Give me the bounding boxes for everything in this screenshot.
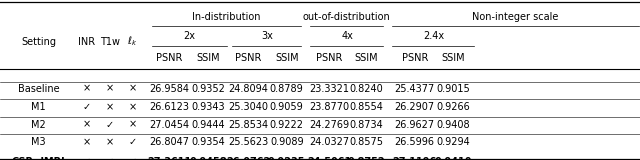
Text: 0.9352: 0.9352 — [191, 84, 225, 94]
Text: T1w: T1w — [100, 37, 120, 47]
Text: 26.2907: 26.2907 — [395, 102, 435, 112]
Text: ×: × — [83, 84, 90, 94]
Text: CSR-dMRI: CSR-dMRI — [12, 157, 65, 160]
Text: 0.9222: 0.9222 — [269, 120, 304, 130]
Text: ×: × — [106, 102, 114, 112]
Text: 26.9627: 26.9627 — [395, 120, 435, 130]
Text: 27.3611: 27.3611 — [147, 157, 192, 160]
Text: 25.5623: 25.5623 — [228, 137, 268, 147]
Text: PSNR: PSNR — [235, 53, 262, 63]
Text: PSNR: PSNR — [316, 53, 343, 63]
Text: 27.1196: 27.1196 — [392, 157, 437, 160]
Text: 0.9015: 0.9015 — [436, 84, 470, 94]
Text: 23.8770: 23.8770 — [310, 102, 349, 112]
Text: 26.5996: 26.5996 — [395, 137, 435, 147]
Text: 0.8734: 0.8734 — [349, 120, 383, 130]
Text: PSNR: PSNR — [401, 53, 428, 63]
Text: In-distribution: In-distribution — [192, 12, 261, 22]
Text: 24.5061: 24.5061 — [307, 157, 352, 160]
Text: $\ell_k$: $\ell_k$ — [127, 35, 138, 48]
Text: ×: × — [83, 137, 90, 147]
Text: 26.8047: 26.8047 — [150, 137, 189, 147]
Text: ×: × — [83, 120, 90, 130]
Text: 25.4377: 25.4377 — [395, 84, 435, 94]
Text: ✓: ✓ — [129, 137, 136, 147]
Text: 0.9343: 0.9343 — [191, 102, 225, 112]
Text: ×: × — [129, 120, 136, 130]
Text: PSNR: PSNR — [156, 53, 183, 63]
Text: SSIM: SSIM — [196, 53, 220, 63]
Text: 0.8554: 0.8554 — [349, 102, 383, 112]
Text: out-of-distribution: out-of-distribution — [302, 12, 390, 22]
Text: 25.8534: 25.8534 — [228, 120, 268, 130]
Text: 0.9294: 0.9294 — [436, 137, 470, 147]
Text: 0.9458: 0.9458 — [189, 157, 227, 160]
Text: ×: × — [106, 137, 114, 147]
Text: SSIM: SSIM — [355, 53, 378, 63]
Text: 24.2769: 24.2769 — [310, 120, 349, 130]
Text: ×: × — [129, 102, 136, 112]
Text: 23.3321: 23.3321 — [310, 84, 349, 94]
Text: SSIM: SSIM — [275, 53, 298, 63]
Text: 0.9410: 0.9410 — [435, 157, 472, 160]
Text: 26.0762: 26.0762 — [226, 157, 271, 160]
Text: 0.9266: 0.9266 — [436, 102, 470, 112]
Text: ×: × — [106, 84, 114, 94]
Text: ✓: ✓ — [129, 157, 136, 160]
Text: 0.9444: 0.9444 — [191, 120, 225, 130]
Text: ✓: ✓ — [83, 157, 90, 160]
Text: M3: M3 — [31, 137, 45, 147]
Text: Non-integer scale: Non-integer scale — [472, 12, 559, 22]
Text: 0.9408: 0.9408 — [436, 120, 470, 130]
Text: M1: M1 — [31, 102, 45, 112]
Text: SSIM: SSIM — [442, 53, 465, 63]
Text: 3x: 3x — [262, 31, 273, 41]
Text: 27.0454: 27.0454 — [150, 120, 189, 130]
Text: M2: M2 — [31, 120, 46, 130]
Text: 26.6123: 26.6123 — [150, 102, 189, 112]
Text: ✓: ✓ — [83, 102, 90, 112]
Text: ×: × — [129, 84, 136, 94]
Text: 2x: 2x — [183, 31, 195, 41]
Text: INR: INR — [78, 37, 95, 47]
Text: 2.4x: 2.4x — [423, 31, 445, 41]
Text: 24.8094: 24.8094 — [228, 84, 268, 94]
Text: 26.9584: 26.9584 — [150, 84, 189, 94]
Text: Baseline: Baseline — [17, 84, 60, 94]
Text: 0.9235: 0.9235 — [268, 157, 305, 160]
Text: 0.9354: 0.9354 — [191, 137, 225, 147]
Text: 4x: 4x — [342, 31, 353, 41]
Text: Setting: Setting — [21, 37, 56, 47]
Text: 24.0327: 24.0327 — [310, 137, 349, 147]
Text: 0.8752: 0.8752 — [348, 157, 385, 160]
Text: 0.8789: 0.8789 — [270, 84, 303, 94]
Text: 0.8240: 0.8240 — [349, 84, 383, 94]
Text: ✓: ✓ — [106, 120, 114, 130]
Text: 0.8575: 0.8575 — [349, 137, 383, 147]
Text: 25.3040: 25.3040 — [228, 102, 268, 112]
Text: 0.9089: 0.9089 — [270, 137, 303, 147]
Text: 0.9059: 0.9059 — [270, 102, 303, 112]
Text: ✓: ✓ — [106, 157, 114, 160]
